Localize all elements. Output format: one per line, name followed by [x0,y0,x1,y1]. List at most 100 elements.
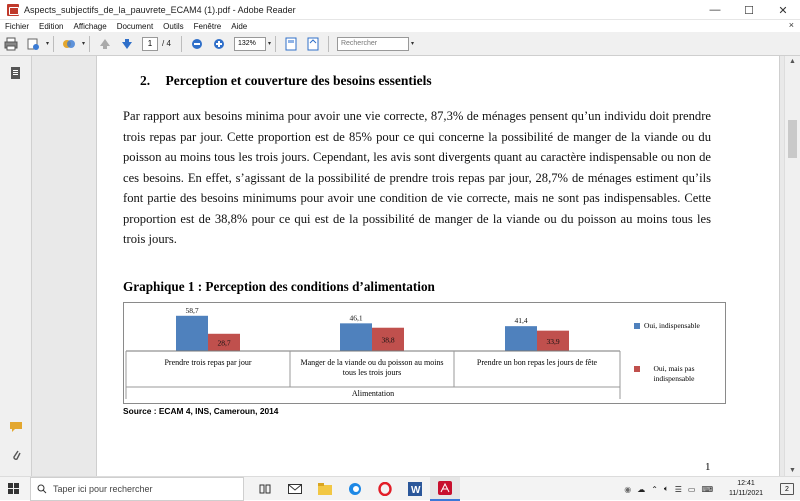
page-number-input[interactable]: 1 [142,36,159,51]
tray-app-icon[interactable]: ◉ [624,484,632,494]
search-icon [37,484,47,494]
legend-swatch [634,322,640,329]
next-page-icon[interactable] [118,35,136,53]
divider [89,35,91,52]
minimize-button[interactable]: — [709,4,721,16]
opera-browser-icon[interactable] [370,477,400,501]
data-label: 46,1 [349,313,362,322]
full-screen-icon[interactable] [304,35,322,53]
zoom-out-icon[interactable] [188,35,206,53]
notifications-icon[interactable]: 2 [780,483,794,495]
menu-fenetre[interactable]: Fenêtre [193,21,222,31]
tray-cloud-icon[interactable]: ☁ [637,484,646,494]
keyboard-icon[interactable]: ⌨ [701,484,713,494]
legend-item: Oui, mais pas indispensable [634,364,724,384]
x-axis-label: Alimentation [351,389,395,398]
legend: Oui, indispensable Oui, mais pas indispe… [634,321,724,384]
chart-plot: 58,7 28,7 46,1 38,8 41,4 33,9 [125,306,621,399]
maximize-button[interactable]: ☐ [744,4,754,17]
volume-icon[interactable]: 🔈︎ [663,484,669,493]
system-tray: ◉ ☁ ⌃ 🔈︎ ☰ ▭ ⌨ [621,477,716,501]
windows-start-icon[interactable] [8,483,20,495]
chevron-down-icon[interactable]: ▾ [82,41,86,47]
attach-icon[interactable] [24,35,42,53]
toolbar: ▾ ▾ 1 / 4 132% ▾ Rechercher ▾ [0,32,800,56]
category-label: Manger de la viande ou du poisson au moi… [300,358,444,377]
taskbar: Taper ici pour rechercher W ◉ ☁ ⌃ 🔈︎ ☰ ▭… [0,476,800,501]
pdf-page [96,56,780,476]
collaborate-icon[interactable] [60,35,78,53]
divider [274,35,276,52]
chevron-down-icon[interactable]: ▾ [46,41,50,47]
battery-icon[interactable]: ▭ [687,484,696,494]
body-paragraph: Par rapport aux besoins minima pour avoi… [123,109,711,246]
data-label: 28,7 [217,338,230,347]
menu-affichage[interactable]: Affichage [73,21,107,31]
pages-icon[interactable] [10,66,22,80]
bar [176,315,208,351]
file-explorer-icon[interactable] [310,477,340,501]
section-title: Perception et couverture des besoins ess… [165,73,432,88]
chevron-up-icon[interactable]: ⌃ [651,484,658,494]
menu-bar: Fichier Edition Affichage Document Outil… [0,20,800,32]
zoom-in-icon[interactable] [210,35,228,53]
page-number: 1 [705,461,711,473]
menu-outils[interactable]: Outils [163,21,184,31]
data-label: 38,8 [381,335,394,344]
taskbar-apps: W [250,477,460,501]
window-controls: — ☐ ✕ [698,0,800,20]
chevron-down-icon[interactable]: ▾ [267,41,271,47]
data-label: 41,4 [514,316,527,325]
taskbar-search[interactable]: Taper ici pour rechercher [30,477,244,501]
clock-time: 12:41 [737,480,755,487]
legend-item: Oui, indispensable [634,321,724,330]
search-input[interactable]: Rechercher [336,36,409,51]
menu-edition[interactable]: Edition [39,21,64,31]
fit-page-icon[interactable] [282,35,300,53]
menu-fichier[interactable]: Fichier [5,21,30,31]
adobe-reader-icon[interactable] [430,477,460,501]
category-label: Prendre un bon repas les jours de fête [476,358,598,367]
close-button[interactable]: ✕ [778,4,788,17]
chart-source: Source : ECAM 4, INS, Cameroun, 2014 [123,406,279,416]
print-icon[interactable] [2,35,20,53]
bar [372,327,404,351]
clock[interactable]: 12:41 11/11/2021 [720,479,772,499]
scroll-up-icon[interactable]: ▲ [789,58,796,65]
legend-label: Oui, indispensable [644,321,700,330]
wifi-icon[interactable]: ☰ [674,484,682,494]
bar [505,326,537,351]
scroll-down-icon[interactable]: ▼ [789,467,796,474]
category-label: Prendre trois repas par jour [164,358,252,367]
bar [208,333,240,351]
data-label: 33,9 [546,337,559,346]
attachments-icon[interactable] [10,448,22,462]
chevron-down-icon[interactable]: ▾ [410,41,414,47]
legend-label: Oui, mais pas indispensable [653,364,695,383]
task-view-icon[interactable] [250,477,280,501]
zoom-level-select[interactable]: 132% [233,36,266,51]
title-bar: Aspects_subjectifs_de_la_pauvrete_ECAM4 … [0,0,800,20]
window-title: Aspects_subjectifs_de_la_pauvrete_ECAM4 … [24,4,296,15]
bar [340,323,372,351]
data-label: 58,7 [185,306,198,315]
word-icon[interactable]: W [400,477,430,501]
previous-page-icon[interactable] [96,35,114,53]
divider [180,35,182,52]
menu-aide[interactable]: Aide [231,21,248,31]
scrollbar-thumb[interactable] [788,120,797,158]
section-heading: 2. Perception et couverture des besoins … [140,73,432,89]
section-number: 2. [140,73,151,88]
vertical-scrollbar[interactable]: ▲ ▼ [784,56,800,476]
pdf-app-icon [7,3,19,16]
document-viewport [32,56,784,476]
close-document-button[interactable]: × [788,20,794,30]
taskbar-search-placeholder: Taper ici pour rechercher [53,484,153,494]
edge-browser-icon[interactable] [340,477,370,501]
divider [53,35,55,52]
comments-icon[interactable] [9,421,23,433]
clock-date: 11/11/2021 [729,490,763,497]
navigation-panel [0,56,32,476]
menu-document[interactable]: Document [116,21,154,31]
mail-icon[interactable] [280,477,310,501]
